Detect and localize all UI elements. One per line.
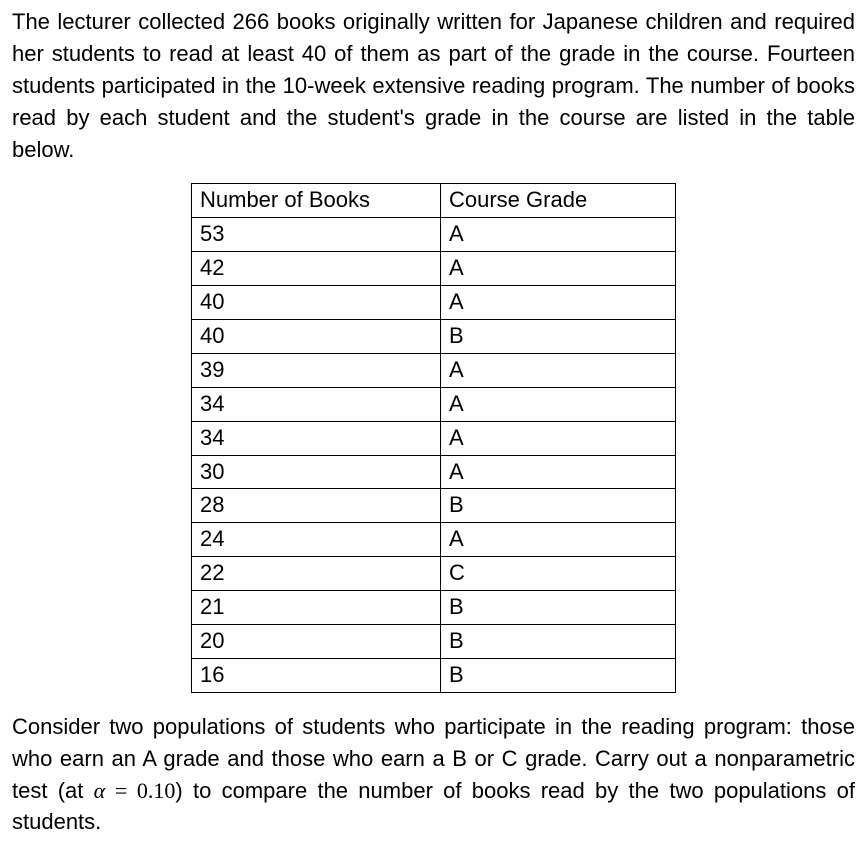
- cell-grade: A: [441, 353, 676, 387]
- cell-books: 30: [192, 455, 441, 489]
- table-row: 40 B: [192, 320, 676, 354]
- table-row: 21 B: [192, 591, 676, 625]
- cell-books: 39: [192, 353, 441, 387]
- cell-books: 24: [192, 523, 441, 557]
- table-row: 53 A: [192, 218, 676, 252]
- cell-grade: A: [441, 218, 676, 252]
- cell-grade: C: [441, 557, 676, 591]
- table-row: 42 A: [192, 252, 676, 286]
- data-table-wrapper: Number of Books Course Grade 53 A 42 A 4…: [12, 183, 855, 692]
- table-row: 40 A: [192, 286, 676, 320]
- cell-books: 53: [192, 218, 441, 252]
- table-row: 22 C: [192, 557, 676, 591]
- cell-grade: B: [441, 320, 676, 354]
- cell-grade: B: [441, 591, 676, 625]
- table-row: 28 B: [192, 489, 676, 523]
- cell-books: 22: [192, 557, 441, 591]
- alpha-symbol: α: [94, 778, 106, 803]
- cell-books: 16: [192, 658, 441, 692]
- cell-books: 21: [192, 591, 441, 625]
- table-body: Number of Books Course Grade 53 A 42 A 4…: [192, 184, 676, 692]
- cell-books: 42: [192, 252, 441, 286]
- cell-grade: A: [441, 523, 676, 557]
- header-grade: Course Grade: [441, 184, 676, 218]
- cell-grade: A: [441, 252, 676, 286]
- header-books: Number of Books: [192, 184, 441, 218]
- cell-grade: A: [441, 421, 676, 455]
- table-row: 20 B: [192, 625, 676, 659]
- cell-grade: A: [441, 455, 676, 489]
- cell-books: 40: [192, 320, 441, 354]
- table-row: 16 B: [192, 658, 676, 692]
- table-row: 34 A: [192, 421, 676, 455]
- question-paragraph: Consider two populations of students who…: [12, 711, 855, 839]
- cell-books: 20: [192, 625, 441, 659]
- cell-grade: B: [441, 658, 676, 692]
- table-row: 34 A: [192, 387, 676, 421]
- cell-books: 34: [192, 421, 441, 455]
- cell-grade: A: [441, 286, 676, 320]
- table-header-row: Number of Books Course Grade: [192, 184, 676, 218]
- cell-books: 28: [192, 489, 441, 523]
- table-row: 24 A: [192, 523, 676, 557]
- alpha-value: = 0.10: [105, 778, 175, 803]
- books-grades-table: Number of Books Course Grade 53 A 42 A 4…: [191, 183, 676, 692]
- cell-books: 34: [192, 387, 441, 421]
- table-row: 30 A: [192, 455, 676, 489]
- cell-grade: A: [441, 387, 676, 421]
- cell-books: 40: [192, 286, 441, 320]
- document-page: The lecturer collected 266 books origina…: [0, 0, 867, 850]
- cell-grade: B: [441, 489, 676, 523]
- table-row: 39 A: [192, 353, 676, 387]
- intro-paragraph: The lecturer collected 266 books origina…: [12, 6, 855, 165]
- cell-grade: B: [441, 625, 676, 659]
